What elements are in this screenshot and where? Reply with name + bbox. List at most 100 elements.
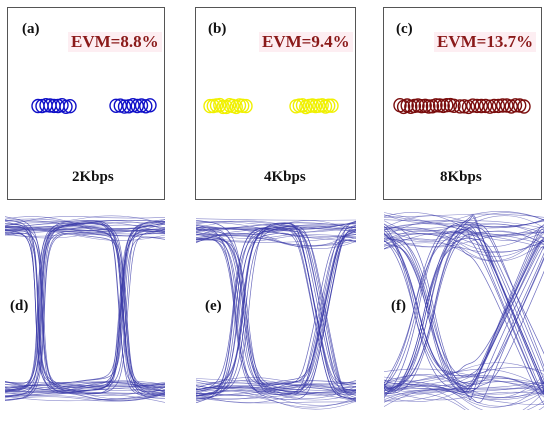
eye-trace	[196, 390, 356, 404]
eye-trace	[5, 393, 165, 402]
eye-trace	[196, 220, 356, 395]
eye-trace	[196, 379, 356, 395]
eye-trace	[384, 241, 544, 394]
eye-trace	[196, 238, 356, 395]
constellation-point	[407, 98, 422, 114]
constellation-point	[440, 97, 454, 113]
eye-trace	[196, 225, 356, 391]
evm-label-b: EVM=9.4%	[259, 32, 353, 52]
constellation-point	[117, 99, 132, 114]
eye-diagram-f: (f)	[384, 210, 544, 410]
eye-trace	[384, 362, 544, 382]
bitrate-label-c: 8Kbps	[440, 169, 482, 185]
constellation-point	[487, 98, 501, 114]
constellation-point	[63, 98, 77, 114]
eye-trace	[384, 213, 544, 218]
eye-trace	[196, 232, 356, 402]
eye-trace	[5, 394, 165, 402]
eye-trace	[196, 218, 356, 221]
constellation-panel-c: (c) EVM=13.7% 8Kbps	[383, 7, 542, 200]
eye-trace	[5, 220, 165, 230]
eye-trace	[384, 225, 544, 237]
eye-trace	[196, 223, 356, 385]
eye-trace	[5, 223, 165, 392]
eye-trace	[196, 234, 356, 243]
constellation-point	[453, 99, 467, 114]
eye-trace	[196, 227, 356, 404]
constellation-point	[422, 99, 436, 114]
constellation-point	[470, 98, 484, 114]
eye-trace	[384, 368, 544, 389]
constellation-point	[239, 98, 253, 114]
constellation-point	[429, 98, 443, 113]
constellation-point	[466, 98, 480, 113]
eye-trace	[384, 231, 544, 250]
constellation-point	[109, 98, 123, 114]
eye-trace	[196, 222, 356, 394]
bitrate-label-a: 2Kbps	[72, 169, 114, 185]
eye-trace	[5, 381, 165, 385]
eye-trace	[384, 225, 544, 393]
eye-trace	[384, 230, 544, 262]
eye-trace	[5, 388, 165, 397]
eye-trace	[384, 382, 544, 410]
eye-trace	[196, 226, 356, 400]
eye-trace	[384, 368, 544, 390]
eye-trace	[384, 228, 544, 392]
eye-trace	[384, 375, 544, 395]
bitrate-label-b: 4Kbps	[264, 169, 306, 185]
constellation-point	[59, 99, 73, 115]
eye-trace	[384, 374, 544, 399]
constellation-point	[483, 99, 497, 114]
eye-trace	[196, 225, 356, 399]
constellation-point	[478, 98, 493, 114]
eye-trace	[384, 226, 544, 257]
eye-trace	[384, 215, 544, 229]
evm-label-a: EVM=8.8%	[68, 32, 162, 52]
eye-trace	[196, 222, 356, 235]
eye-trace	[5, 227, 165, 241]
eye-trace	[5, 219, 165, 222]
eye-trace	[5, 223, 165, 396]
eye-trace	[196, 397, 356, 404]
eye-trace	[384, 382, 544, 403]
eye-trace	[196, 220, 356, 386]
eye-diagram-e: (e)	[196, 210, 356, 410]
eye-trace	[384, 215, 544, 241]
eye-trace	[384, 215, 544, 396]
constellation-point	[491, 98, 506, 114]
eye-diagram-plot-d	[5, 215, 165, 403]
eye-trace	[384, 237, 544, 374]
constellation-point	[321, 98, 336, 113]
panel-label-b: (b)	[208, 21, 227, 37]
eye-trace	[196, 224, 356, 385]
eye-trace	[384, 393, 544, 410]
eye-trace	[196, 238, 356, 393]
eye-trace	[384, 212, 544, 241]
panel-label-f: (f)	[390, 298, 407, 315]
eye-trace	[384, 226, 544, 401]
eye-trace	[384, 221, 544, 385]
eye-trace	[196, 377, 356, 389]
constellation-plot-b	[203, 97, 339, 115]
eye-diagram-plot-f	[384, 211, 544, 410]
eye-trace	[196, 220, 356, 231]
eye-trace	[196, 220, 356, 235]
constellation-point	[414, 98, 429, 114]
eye-trace	[196, 380, 356, 390]
eye-trace	[5, 220, 165, 392]
eye-trace	[196, 385, 356, 399]
constellation-plot-c	[393, 97, 531, 115]
eye-trace	[384, 389, 544, 401]
eye-trace	[384, 214, 544, 384]
eye-trace	[384, 227, 544, 390]
panel-label-a: (a)	[22, 21, 40, 37]
eye-trace	[5, 391, 165, 402]
panel-label-d: (d)	[9, 298, 30, 315]
constellation-point	[134, 98, 149, 113]
constellation-point	[325, 98, 339, 113]
eye-trace	[384, 236, 544, 404]
eye-trace	[5, 216, 165, 237]
eye-trace	[196, 229, 356, 248]
eye-trace	[196, 394, 356, 408]
